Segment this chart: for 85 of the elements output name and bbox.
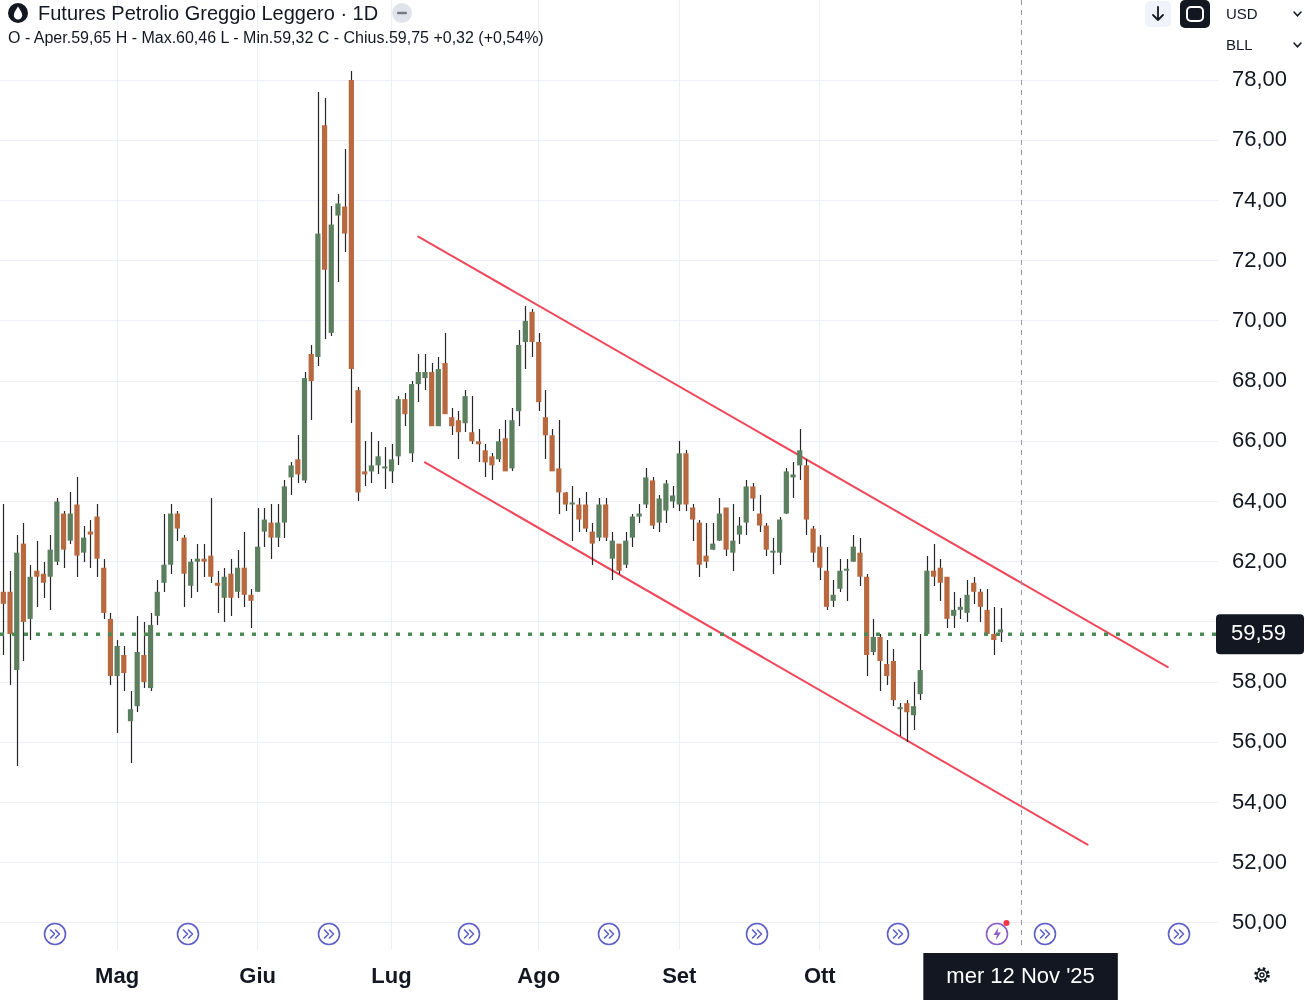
x-tick-label: Ago <box>517 963 561 989</box>
y-tick-label: 78,00 <box>1232 66 1288 92</box>
candlestick <box>335 193 341 283</box>
candlestick <box>542 389 549 460</box>
y-tick-label: 66,00 <box>1232 427 1288 453</box>
candlestick <box>930 543 937 587</box>
candlestick <box>710 522 716 551</box>
candlestick <box>609 531 615 581</box>
candlestick <box>261 507 267 548</box>
candlestick <box>127 690 134 764</box>
y-tick-label: 58,00 <box>1232 668 1288 694</box>
candlestick <box>174 510 180 542</box>
candlestick <box>214 570 221 614</box>
candlestick <box>469 395 475 445</box>
x-tick-label: Lug <box>371 963 412 989</box>
candlestick <box>288 461 294 496</box>
candlestick <box>402 392 408 427</box>
candlestick <box>629 513 636 548</box>
candlestick <box>194 543 201 593</box>
candlestick <box>997 607 1004 643</box>
candlestick <box>797 428 803 481</box>
candlestick <box>904 699 910 743</box>
candlestick <box>971 576 977 605</box>
text: USD <box>1226 4 1258 24</box>
candlestick <box>910 681 917 731</box>
candlestick <box>991 606 997 656</box>
y-tick-label: 62,00 <box>1232 547 1288 573</box>
candlestick <box>690 503 696 542</box>
candlestick <box>977 588 984 623</box>
y-tick-label: 56,00 <box>1232 728 1288 754</box>
candlestick <box>830 579 836 608</box>
candlestick <box>884 639 890 686</box>
candlestick <box>897 702 903 737</box>
candlestick <box>756 494 763 533</box>
candlestick <box>81 525 87 563</box>
candlestick <box>850 534 856 563</box>
text: BLL <box>1226 35 1253 55</box>
ref-line-label: 59,59 <box>1231 620 1287 646</box>
candlestick <box>388 443 395 484</box>
candlestick <box>736 516 743 545</box>
x-tick-label: mer 12 Nov '25 <box>946 963 1095 989</box>
chart-title: Futures Petrolio Greggio Leggero · 1D <box>38 1 379 25</box>
candlestick <box>382 446 388 490</box>
candlestick <box>522 305 528 370</box>
candlestick <box>569 485 575 542</box>
candlestick <box>951 591 957 629</box>
x-tick-label: Set <box>662 963 698 989</box>
candlestick <box>268 503 274 560</box>
x-tick-label: Giu <box>239 963 276 989</box>
candlestick <box>368 431 375 484</box>
candlestick <box>475 428 482 463</box>
y-tick-label: 70,00 <box>1232 306 1288 332</box>
y-tick-label: 74,00 <box>1232 186 1288 212</box>
candlestick <box>562 491 569 512</box>
candlestick <box>576 497 582 533</box>
candlestick <box>495 428 502 463</box>
candlestick <box>34 540 40 608</box>
candlestick <box>295 434 301 484</box>
y-tick-label: 50,00 <box>1232 908 1288 934</box>
y-tick-label: 52,00 <box>1232 848 1288 874</box>
y-tick-label: 72,00 <box>1232 246 1288 272</box>
y-tick-label: 54,00 <box>1232 788 1288 814</box>
candlestick <box>449 407 455 436</box>
candlestick <box>589 522 595 566</box>
candlestick <box>275 503 281 548</box>
candlestick <box>730 503 736 572</box>
candlestick <box>636 503 642 524</box>
candlestick <box>221 567 227 623</box>
candlestick <box>669 485 676 509</box>
y-tick-label: 76,00 <box>1232 126 1288 152</box>
y-tick-label: 68,00 <box>1232 367 1288 393</box>
candlestick <box>750 482 756 512</box>
candlestick <box>843 558 850 602</box>
candlestick <box>870 618 876 656</box>
candlestick <box>375 440 381 475</box>
candlestick <box>455 410 462 460</box>
x-tick-label: Mag <box>95 963 140 989</box>
y-tick-label: 64,00 <box>1232 487 1288 513</box>
x-tick-label: Ott <box>803 963 837 989</box>
candlestick <box>248 588 254 629</box>
candlestick <box>837 558 843 593</box>
text: O - Aper.59,65 H - Max.60,46 L - Min.59,32 C - Chius.59,75 +0,32 (+0,54%) <box>8 28 544 48</box>
candlestick <box>40 561 47 599</box>
candlestick <box>121 645 127 692</box>
candlestick <box>161 513 167 593</box>
